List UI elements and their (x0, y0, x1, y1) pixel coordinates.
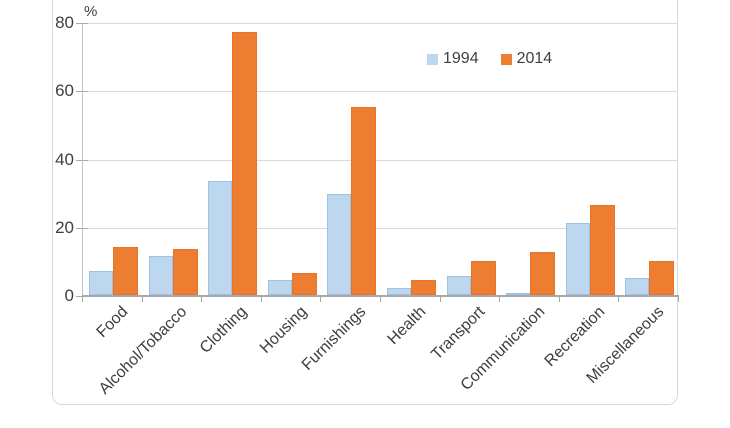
bar-food-1994 (89, 271, 113, 295)
y-axis-label-20: 20 (55, 217, 74, 237)
bar-health-1994 (387, 288, 411, 295)
bar-miscellaneous-2014 (649, 260, 675, 295)
x-axis-tick-1 (141, 296, 143, 302)
legend: 1994 2014 (427, 51, 552, 67)
bar-furnishings-2014 (351, 107, 377, 295)
bar-furnishings-1994 (327, 194, 352, 295)
y-axis-label-80: 80 (55, 13, 74, 32)
gridline-80 (82, 23, 678, 24)
gridline-20 (82, 227, 678, 229)
x-axis-tick-5 (380, 296, 381, 302)
y-axis-label-40: 40 (55, 149, 74, 169)
bar-communication-2014 (530, 252, 556, 295)
legend-label-1994: 1994 (443, 50, 479, 67)
gridline-40 (82, 159, 678, 161)
gridline-60 (82, 91, 678, 93)
x-axis-tick-8 (558, 296, 560, 302)
bar-chart: % 1994 2014 0 20 40 60 80 Food Alcohol/Tobacco… (52, 0, 679, 405)
bar-housing-1994 (267, 279, 292, 295)
legend-label-2014: 2014 (516, 50, 553, 67)
bar-alcohol-tobacco-2014 (172, 248, 198, 295)
x-axis-tick-3 (260, 296, 262, 302)
x-axis-tick-10 (678, 296, 679, 302)
bar-transport-2014 (470, 260, 496, 295)
bar-food-2014 (113, 247, 138, 295)
bar-alcohol-tobacco-1994 (148, 255, 173, 295)
x-axis-tick-2 (201, 296, 203, 302)
y-axis-unit-label: % (84, 3, 98, 20)
x-axis-tick-7 (499, 296, 501, 302)
y-axis-label-60: 60 (55, 81, 74, 101)
legend-item-1994: 1994 (427, 51, 479, 67)
bar-communication-1994 (506, 293, 531, 296)
bar-health-2014 (411, 279, 436, 295)
y-axis-line (82, 23, 83, 296)
x-axis-tick-4 (320, 296, 322, 302)
bar-recreation-2014 (589, 204, 615, 295)
bar-housing-2014 (291, 272, 317, 295)
x-axis-tick-0 (82, 296, 83, 302)
legend-swatch-2014 (500, 53, 512, 65)
bar-transport-1994 (446, 276, 471, 295)
bar-miscellaneous-1994 (625, 277, 650, 295)
legend-item-2014: 2014 (500, 50, 553, 67)
chart-area-border (52, 0, 678, 405)
bar-clothing-2014 (232, 32, 258, 295)
x-axis-tick-9 (618, 296, 620, 302)
bar-recreation-1994 (565, 223, 590, 295)
legend-swatch-1994 (427, 53, 438, 65)
y-axis-label-0: 0 (64, 286, 74, 305)
bar-clothing-1994 (208, 180, 233, 295)
x-axis-tick-6 (439, 296, 441, 302)
